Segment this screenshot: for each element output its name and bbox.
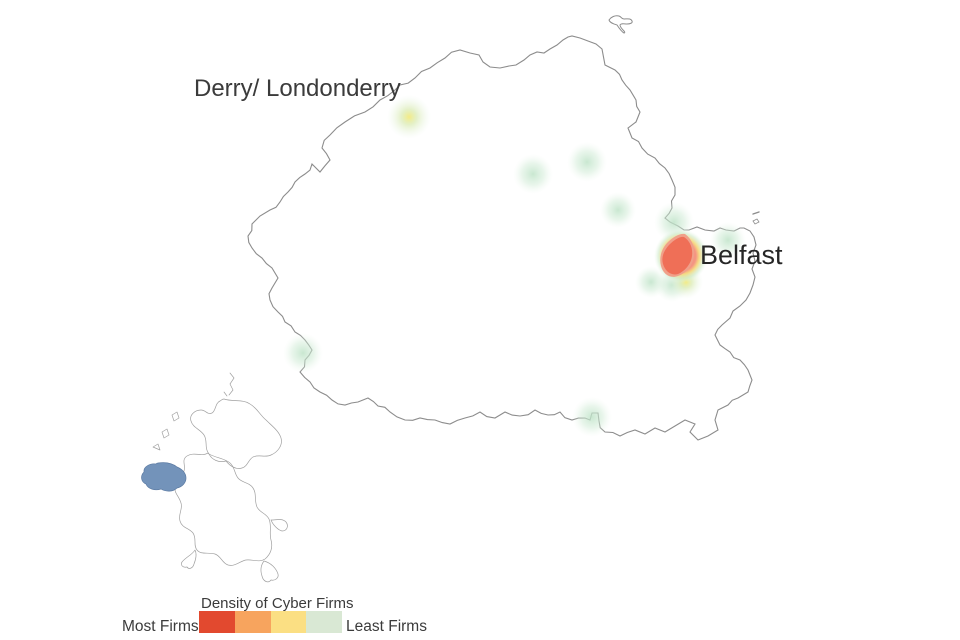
svg-text:Density of Cyber Firms: Density of Cyber Firms [201,595,354,612]
svg-text:Least Firms: Least Firms [346,618,427,635]
svg-text:Belfast: Belfast [700,240,783,270]
svg-text:Most Firms: Most Firms [122,618,199,635]
svg-text:Derry/ Londonderry: Derry/ Londonderry [194,75,401,102]
